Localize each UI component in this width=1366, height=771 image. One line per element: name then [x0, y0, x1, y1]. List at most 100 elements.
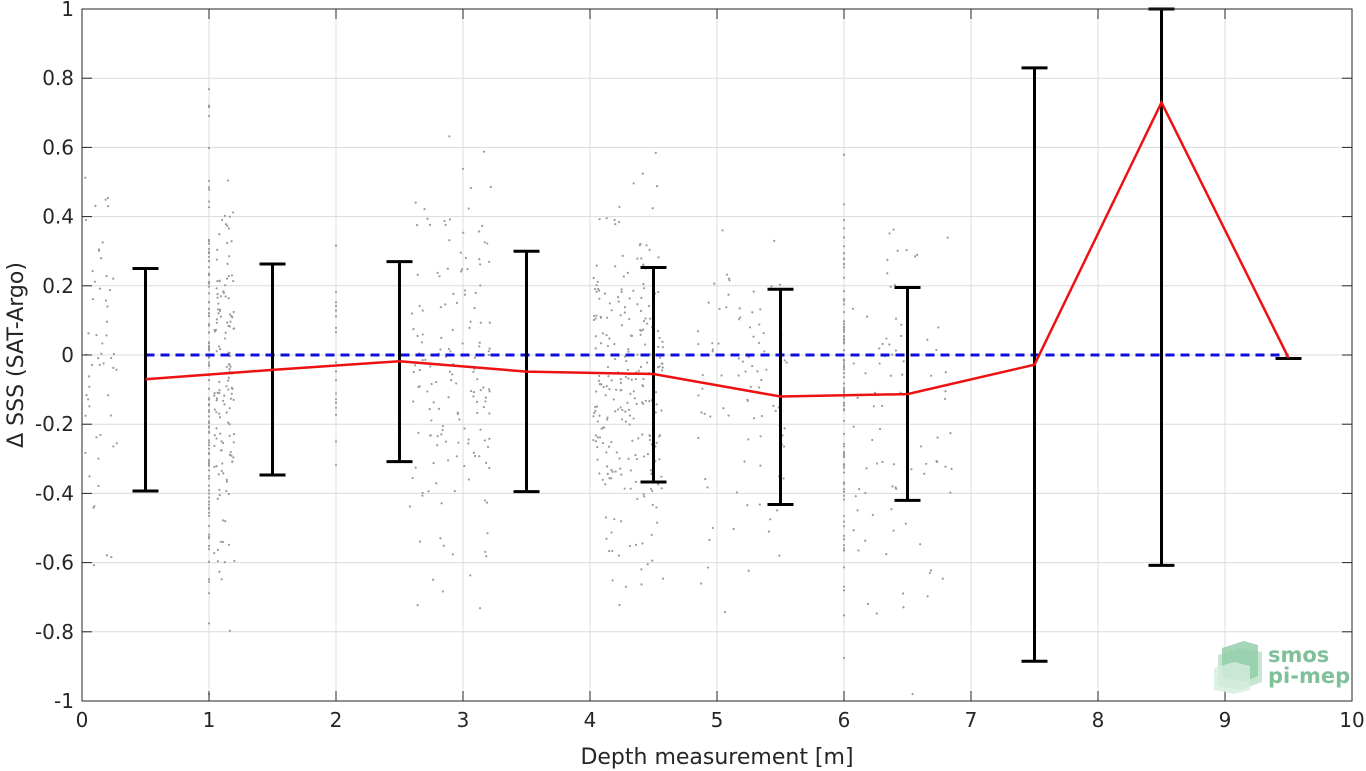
- scatter-point: [627, 347, 630, 351]
- scatter-point: [207, 560, 211, 563]
- scatter-point: [919, 543, 922, 546]
- scatter-point: [651, 559, 654, 562]
- scatter-point: [746, 398, 749, 401]
- scatter-point: [842, 520, 846, 523]
- scatter-point: [752, 335, 755, 338]
- scatter-point: [696, 330, 700, 333]
- scatter-point: [95, 436, 98, 439]
- scatter-point: [207, 300, 211, 303]
- scatter-point: [651, 207, 654, 210]
- scatter-point: [232, 310, 235, 314]
- scatter-point: [614, 357, 617, 361]
- scatter-point: [225, 385, 228, 388]
- scatter-point: [488, 466, 491, 470]
- scatter-point: [660, 369, 664, 372]
- scatter-point: [230, 240, 233, 243]
- scatter-point: [474, 291, 477, 294]
- scatter-point: [215, 410, 218, 414]
- scatter-point: [646, 453, 650, 456]
- scatter-point: [842, 335, 846, 338]
- scatter-point: [217, 473, 220, 476]
- scatter-point: [207, 451, 211, 454]
- scatter-point: [605, 385, 608, 388]
- scatter-point: [620, 418, 624, 421]
- scatter-point: [84, 451, 87, 454]
- y-tick-label: -1: [54, 689, 74, 713]
- scatter-point: [207, 404, 211, 407]
- scatter-point: [482, 150, 486, 153]
- scatter-point: [417, 385, 420, 389]
- scatter-point: [916, 253, 919, 256]
- scatter-point: [747, 438, 750, 441]
- scatter-point: [207, 469, 211, 472]
- scatter-point: [106, 205, 110, 208]
- scatter-point: [429, 365, 432, 368]
- scatter-point: [486, 445, 490, 449]
- scatter-point: [228, 255, 231, 258]
- scatter-point: [910, 468, 913, 471]
- scatter-point: [217, 312, 220, 315]
- scatter-point: [641, 384, 645, 388]
- scatter-point: [432, 578, 435, 581]
- scatter-point: [648, 434, 651, 437]
- scatter-point: [842, 408, 846, 411]
- x-tick-label: 5: [711, 708, 724, 732]
- scatter-point: [87, 375, 91, 378]
- scatter-point: [485, 501, 489, 504]
- scatter-point: [207, 496, 211, 499]
- scatter-point: [923, 472, 926, 475]
- scatter-point: [851, 307, 855, 310]
- scatter-point: [606, 416, 609, 419]
- scatter-point: [215, 350, 218, 353]
- scatter-point: [759, 435, 762, 438]
- scatter-point: [226, 262, 229, 265]
- scatter-point: [421, 491, 424, 495]
- scatter-point: [207, 463, 211, 466]
- scatter-point: [467, 442, 470, 445]
- scatter-point: [207, 544, 211, 548]
- scatter-point: [94, 204, 97, 207]
- scatter-point: [720, 374, 723, 377]
- scatter-point: [207, 345, 211, 349]
- scatter-point: [629, 469, 632, 472]
- scatter-point: [207, 622, 211, 625]
- scatter-point: [467, 438, 470, 441]
- scatter-point: [842, 614, 846, 617]
- scatter-point: [842, 337, 846, 340]
- scatter-point: [704, 477, 707, 481]
- scatter-point: [642, 319, 646, 323]
- scatter-point: [595, 284, 598, 287]
- scatter-point: [642, 287, 646, 290]
- scatter-point: [232, 327, 235, 330]
- scatter-point: [928, 571, 932, 574]
- scatter-point: [641, 402, 645, 405]
- scatter-point: [227, 351, 230, 354]
- scatter-point: [759, 308, 762, 311]
- scatter-point: [88, 385, 91, 388]
- scatter-point: [412, 370, 415, 374]
- scatter-point: [408, 505, 412, 508]
- scatter-point: [435, 482, 438, 485]
- scatter-point: [225, 480, 228, 483]
- scatter-point: [593, 411, 596, 415]
- scatter-point: [605, 537, 608, 540]
- scatter-point: [711, 342, 714, 345]
- scatter-point: [216, 248, 219, 251]
- scatter-point: [913, 255, 917, 258]
- scatter-point: [477, 230, 481, 233]
- scatter-point: [622, 275, 625, 278]
- scatter-point: [207, 240, 211, 243]
- scatter-point: [451, 553, 454, 556]
- scatter-point: [410, 312, 413, 315]
- scatter-point: [112, 277, 115, 280]
- scatter-point: [728, 279, 731, 282]
- scatter-point: [207, 500, 211, 503]
- scatter-point: [448, 218, 452, 221]
- scatter-point: [229, 397, 233, 400]
- scatter-point: [864, 539, 867, 542]
- scatter-point: [473, 307, 476, 310]
- scatter-point: [426, 390, 429, 393]
- scatter-point: [207, 439, 211, 442]
- scatter-point: [112, 366, 115, 369]
- x-tick-label: 9: [1219, 708, 1232, 732]
